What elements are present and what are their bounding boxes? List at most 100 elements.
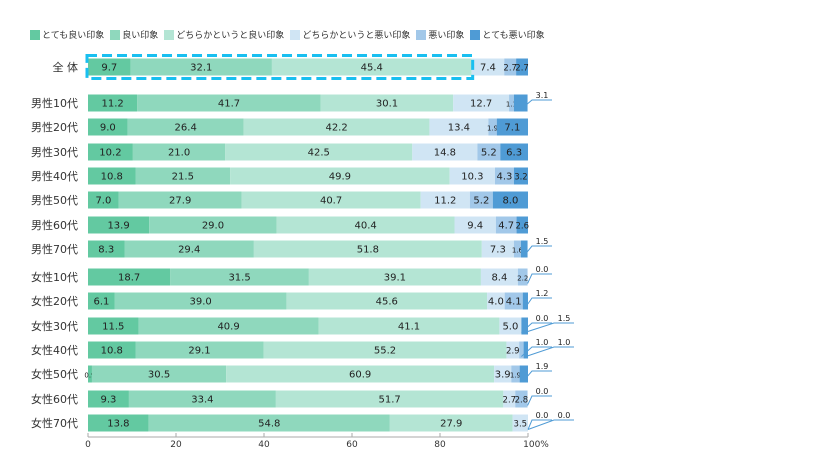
x-tick-label: 0: [85, 440, 91, 450]
bar-segment: [494, 365, 512, 383]
legend: とても良い印象 良い印象 どちらかというと良い印象 どちらかというと悪い印象 悪い印象 と…: [30, 28, 551, 41]
leader-line: [523, 370, 552, 381]
bar-segment: [513, 167, 528, 185]
data-label: 11.2: [434, 196, 456, 207]
data-label: 39.0: [190, 297, 212, 308]
data-label: 12.7: [470, 99, 492, 110]
data-label: 8.3: [98, 245, 114, 256]
row-label: 女性60代: [31, 392, 78, 406]
data-label: 41.7: [218, 99, 240, 110]
bar-segment: [504, 292, 523, 310]
data-label: 3.1: [536, 91, 549, 100]
data-label: 8.4: [491, 273, 507, 284]
bar-segment: [509, 94, 514, 112]
row-label: 男性20代: [31, 120, 78, 134]
data-label: 30.5: [148, 370, 170, 381]
bar-segment: [523, 341, 528, 359]
bar-segment: [504, 58, 517, 76]
data-label: 2.2: [517, 275, 528, 283]
row-label: 男性70代: [31, 242, 78, 256]
data-label: 13.9: [107, 221, 129, 232]
row-label: 女性30代: [31, 319, 78, 333]
data-label: 42.5: [308, 148, 330, 159]
data-label: 45.6: [376, 297, 398, 308]
legend-item: 悪い印象: [416, 28, 464, 41]
bar-segment: [495, 216, 517, 234]
data-label: 1.9: [536, 362, 549, 371]
bar-segment: [515, 390, 528, 408]
bar-segment: [88, 167, 136, 185]
bar-segment: [230, 167, 450, 185]
data-label: 11.5: [102, 322, 124, 333]
data-label: 2.7: [503, 64, 517, 74]
bar-segment: [481, 240, 514, 258]
data-label: 7.3: [490, 245, 506, 256]
bar-segment: [519, 365, 528, 383]
data-label: 30.1: [376, 99, 398, 110]
bar-segment: [135, 167, 231, 185]
bar-segment: [130, 58, 272, 76]
bar-segment: [271, 58, 472, 76]
bar-segment: [132, 143, 226, 161]
bar-segment: [503, 390, 516, 408]
data-label: 10.8: [101, 346, 123, 357]
bar-segment: [88, 341, 136, 359]
bar-segment: [88, 414, 149, 432]
bar-segment: [128, 390, 276, 408]
legend-label: とても良い印象: [42, 31, 105, 41]
bar-segment: [513, 240, 521, 258]
data-label: 0.0: [536, 314, 549, 323]
data-label: 1.9: [487, 125, 498, 133]
bar-segment: [127, 118, 244, 136]
data-label: 54.8: [258, 419, 280, 430]
bar-segment: [135, 341, 264, 359]
bar-segment: [516, 216, 528, 234]
row-label: 男性60代: [31, 218, 78, 232]
bar-segment: [449, 167, 495, 185]
data-label: 0.0: [536, 387, 549, 396]
leader-line: [523, 245, 552, 256]
x-tick-label: 100%: [523, 440, 549, 450]
legend-label: とても悪い印象: [482, 31, 545, 41]
data-label: 0.0: [558, 411, 571, 420]
bar-segment: [286, 292, 488, 310]
data-label: 3.9: [495, 370, 511, 381]
x-tick-label: 40: [258, 440, 270, 450]
bar-segment: [496, 118, 528, 136]
leader-line: [527, 395, 552, 406]
data-label: 1.6: [512, 247, 524, 255]
leader-line: [527, 273, 552, 284]
legend-item: とても悪い印象: [470, 28, 545, 41]
x-tick-label: 80: [434, 440, 446, 450]
bar-segment: [148, 414, 390, 432]
data-label: 29.0: [202, 221, 224, 232]
data-label: 13.4: [448, 123, 470, 134]
bar-segment: [488, 118, 497, 136]
bar-segment: [480, 268, 518, 286]
row-label: 男性50代: [31, 193, 78, 207]
data-label: 4.1: [506, 297, 522, 308]
row-label: 全 体: [53, 60, 79, 74]
bar-segment: [124, 240, 254, 258]
bar-segment: [91, 365, 227, 383]
bar-segment: [114, 292, 287, 310]
row-label: 男性10代: [31, 96, 78, 110]
row-label: 女性10代: [31, 270, 78, 284]
data-label: 4.7: [498, 221, 514, 232]
bar-segment: [137, 94, 321, 112]
bar-segment: [522, 292, 528, 310]
data-label: 29.4: [178, 245, 200, 256]
bar-segment: [412, 143, 478, 161]
data-label: 2.6: [516, 222, 530, 232]
bar-segment: [88, 268, 171, 286]
data-label: 40.7: [320, 196, 342, 207]
row-label: 男性40代: [31, 169, 78, 183]
bar-segment: [226, 365, 495, 383]
legend-swatch: [164, 29, 175, 40]
data-label: 40.4: [355, 221, 377, 232]
bar-segment: [88, 240, 125, 258]
data-label: 32.1: [190, 63, 212, 74]
bar-segment: [320, 94, 454, 112]
legend-label: どちらかというと良い印象: [176, 31, 285, 41]
